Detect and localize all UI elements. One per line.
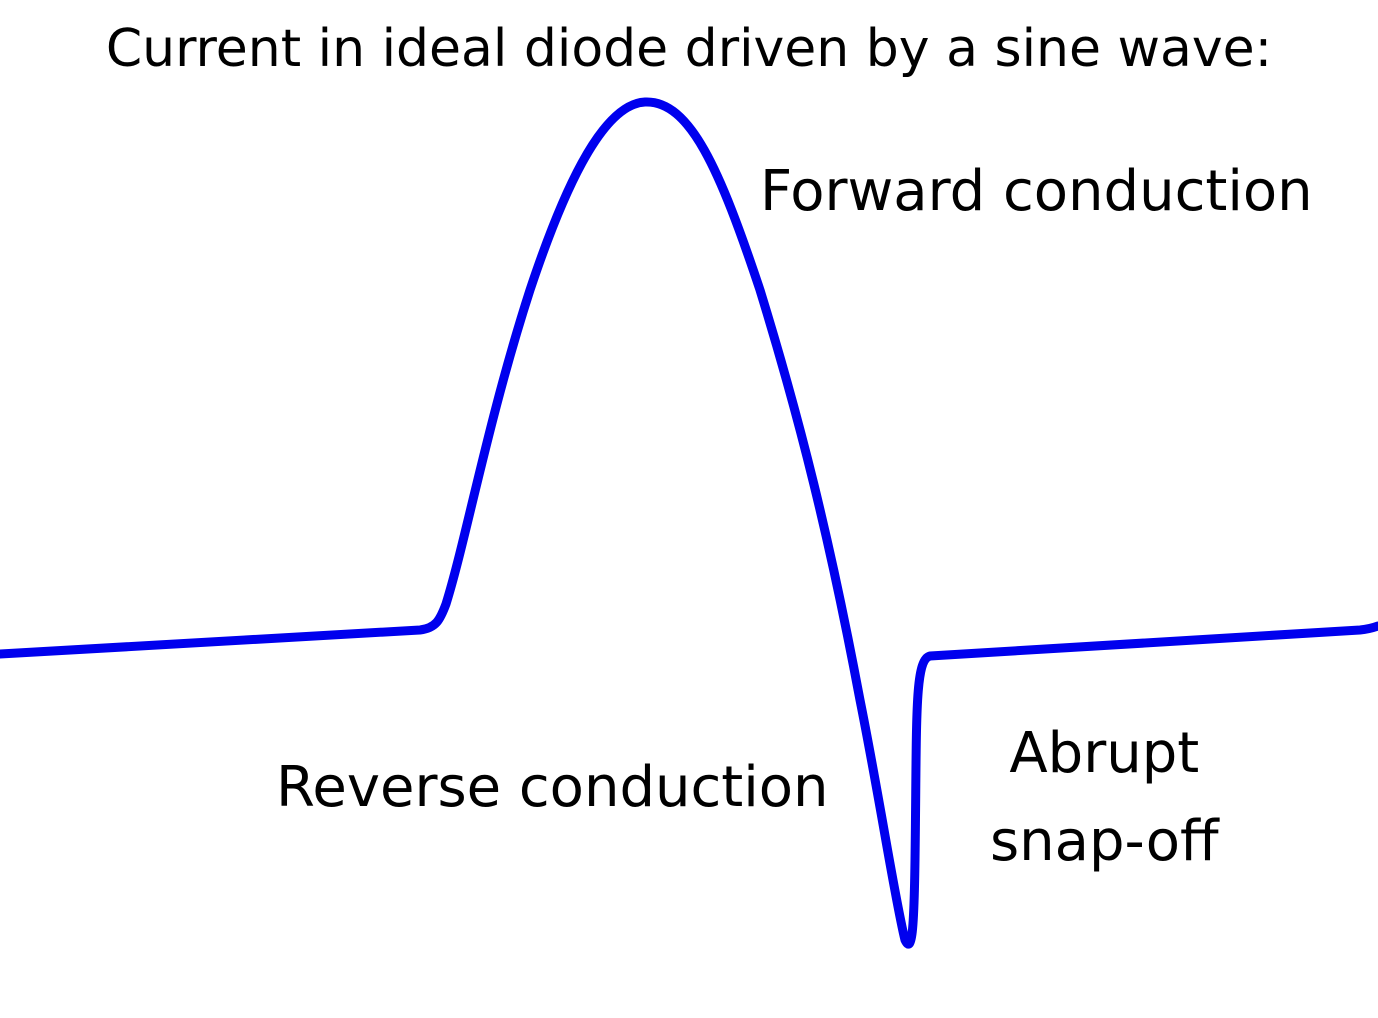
snap-off-label-line2: snap-off [990,809,1219,874]
reverse-conduction-label: Reverse conduction [276,755,829,820]
abrupt-snap-off-label: Abrupt snap-off [990,710,1219,886]
forward-conduction-label: Forward conduction [760,159,1313,224]
current-waveform-curve [0,97,1378,949]
snap-off-label-line1: Abrupt [1009,721,1200,786]
diagram-title: Current in ideal diode driven by a sine … [105,19,1273,79]
